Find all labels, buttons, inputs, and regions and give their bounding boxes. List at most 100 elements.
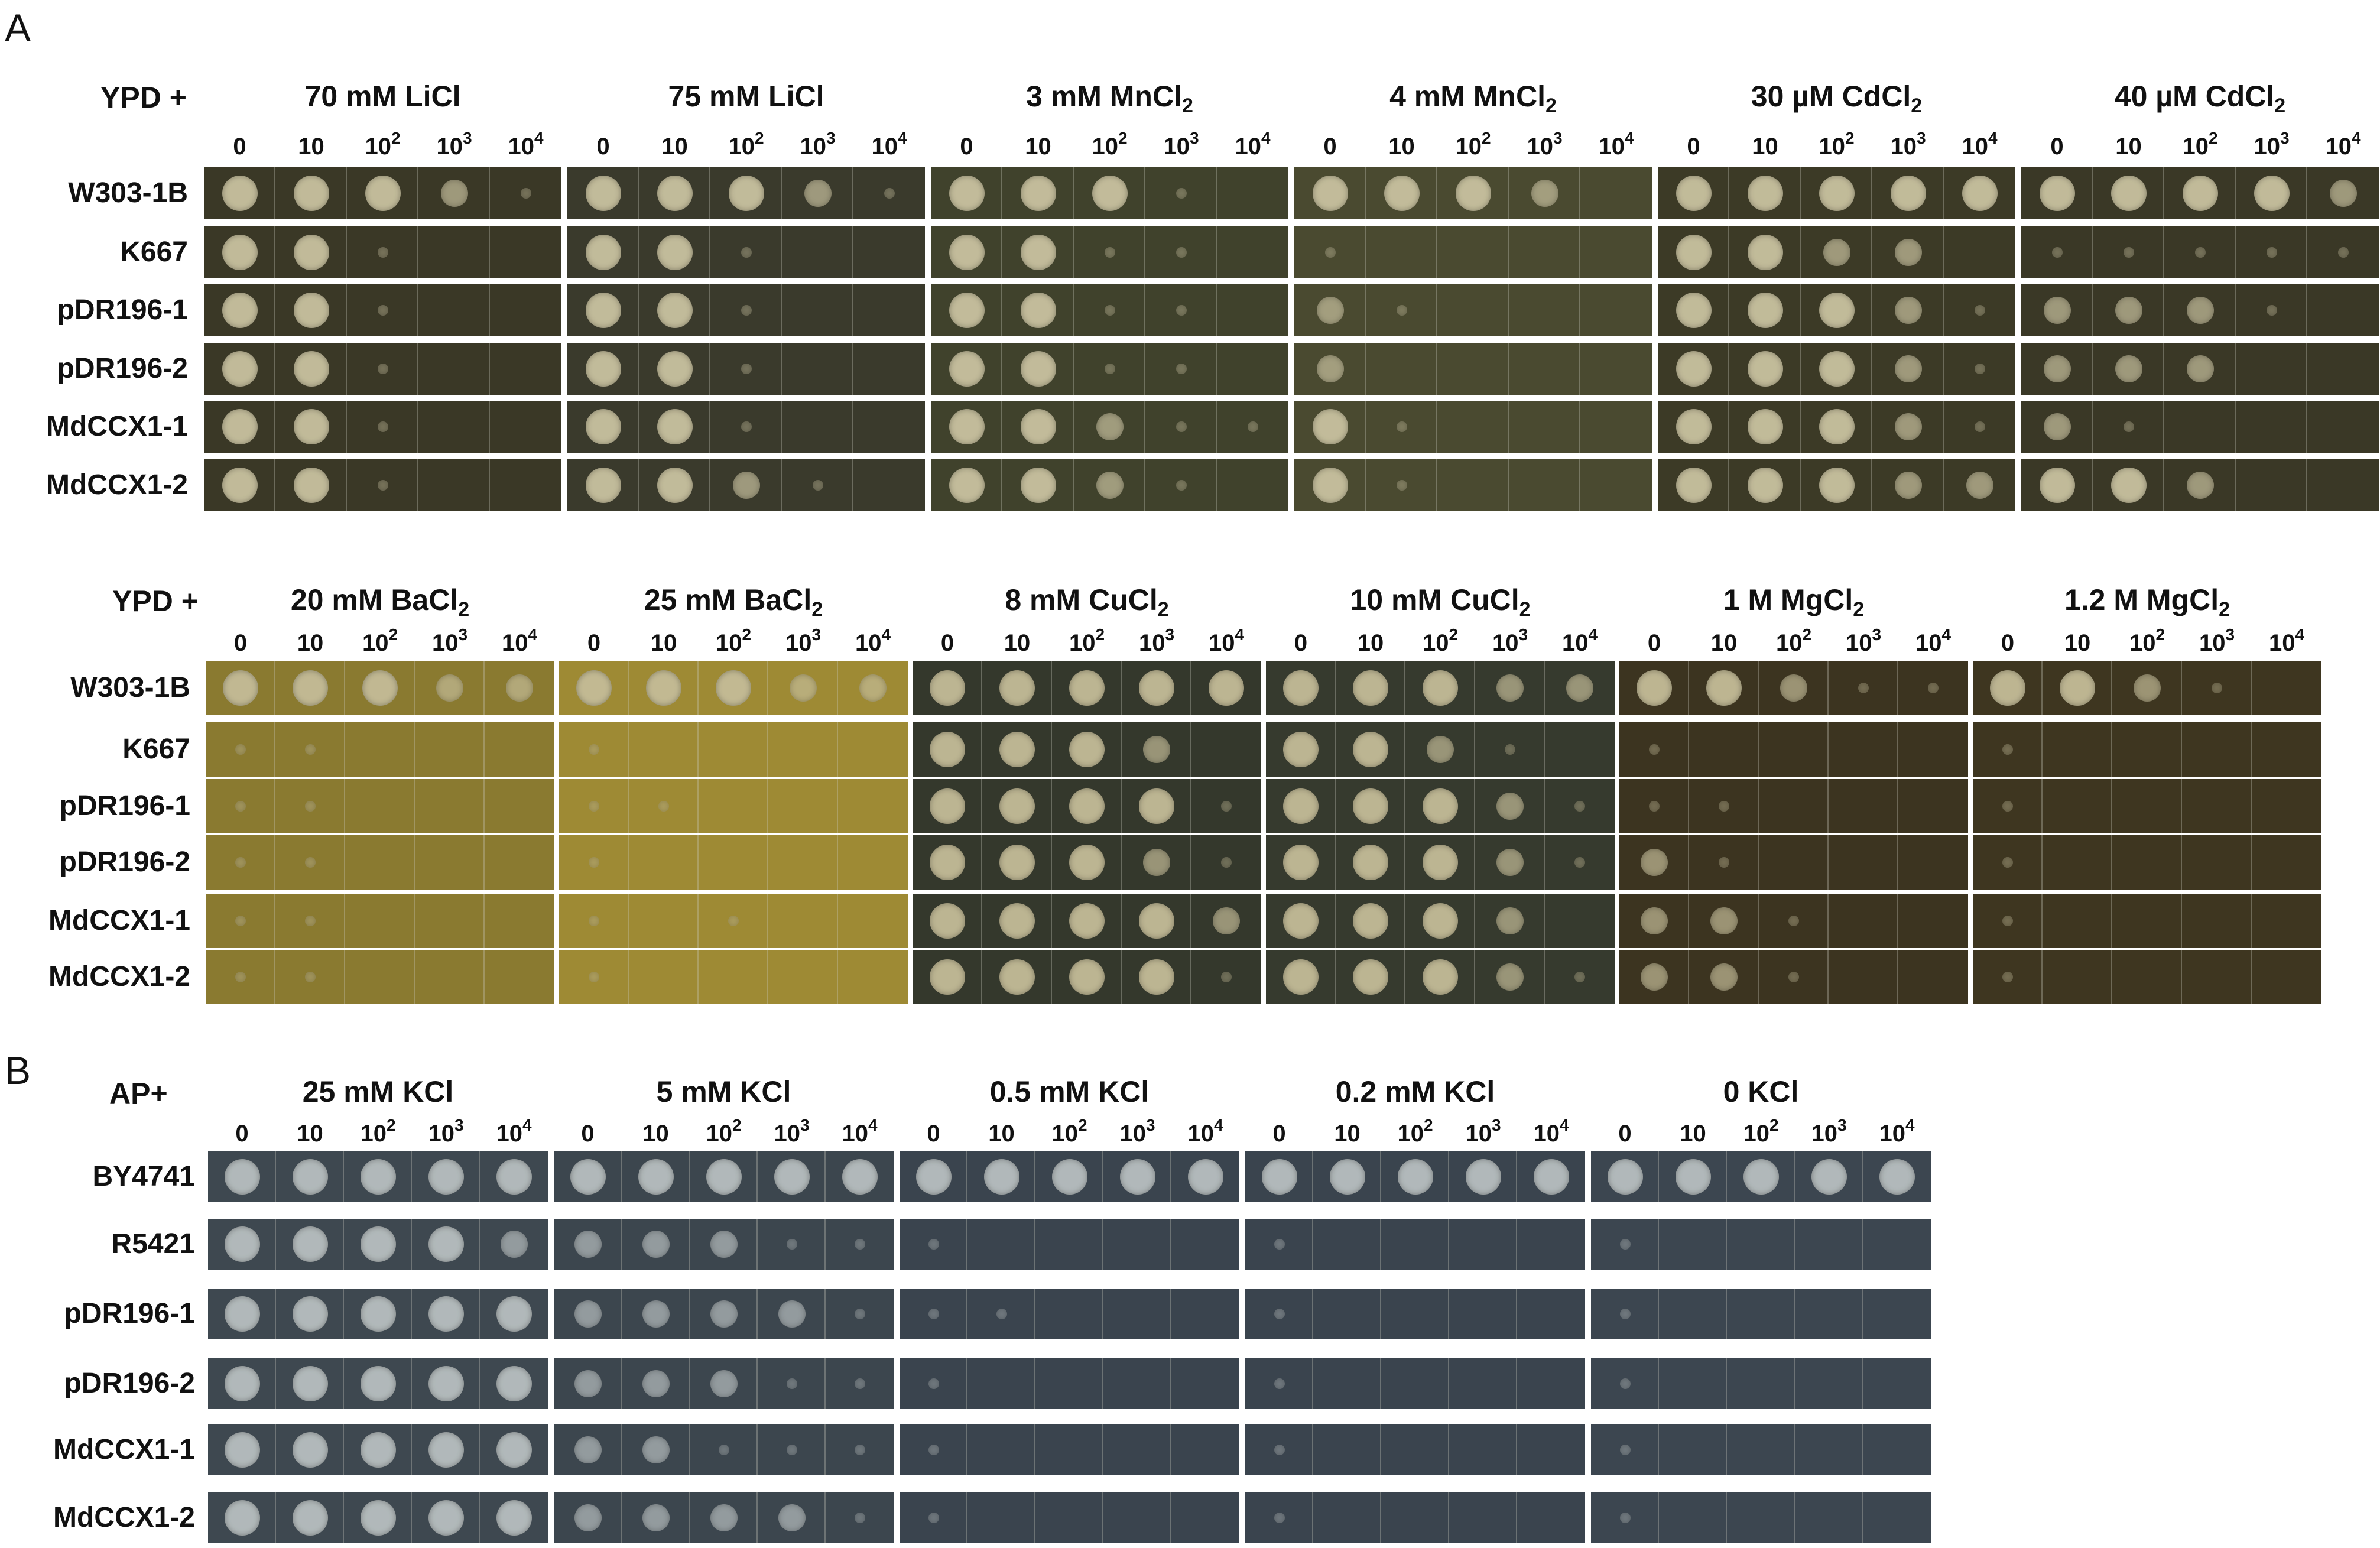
plate-cell — [490, 401, 561, 453]
plate-cell — [1872, 401, 1944, 453]
yeast-spot — [1176, 247, 1187, 258]
yeast-spot — [1139, 670, 1174, 706]
plate-cell — [418, 167, 490, 219]
dilution-base: 10 — [1845, 630, 1872, 656]
dilution-exponent: 3 — [462, 129, 472, 147]
yeast-spot — [496, 1366, 532, 1401]
plate-cell — [782, 226, 853, 278]
plate-cell — [1171, 1219, 1239, 1270]
yeast-spot — [1283, 788, 1319, 824]
plate-cell — [1217, 167, 1288, 219]
plate-cell — [1727, 1492, 1795, 1543]
dilution-base: 10 — [1069, 630, 1096, 656]
plate-cell — [559, 894, 629, 948]
plate-cell — [567, 401, 639, 453]
dilution-exponent: 2 — [2208, 129, 2218, 147]
plate-cell — [2043, 661, 2112, 715]
plate-row — [900, 1289, 1239, 1339]
yeast-spot — [928, 1513, 939, 1523]
dilution-label: 104 — [2317, 130, 2370, 159]
plate-cell — [1171, 1492, 1239, 1543]
yeast-spot — [1423, 903, 1458, 939]
plate-cell — [418, 343, 490, 395]
plate-cell — [1449, 1219, 1517, 1270]
yeast-spot — [377, 480, 388, 491]
plate-cell — [1122, 661, 1191, 715]
dilution-label: 104 — [1179, 1117, 1232, 1146]
plate-cell — [699, 950, 768, 1004]
condition-title: 10 mM CuCl2 — [1266, 585, 1615, 619]
plate-row — [554, 1358, 894, 1409]
yeast-spot — [2329, 180, 2357, 207]
plate-cell — [622, 1289, 690, 1339]
plate-row — [208, 1492, 548, 1543]
condition-name: 1 M MgCl — [1723, 583, 1853, 616]
plate-cell — [1437, 459, 1509, 511]
plate-row — [1658, 226, 2015, 278]
plate-cell — [1002, 459, 1074, 511]
dilution-exponent: 4 — [1624, 129, 1634, 147]
yeast-spot — [222, 176, 258, 211]
dilution-base: 10 — [1915, 630, 1942, 656]
plate-cell — [1366, 284, 1437, 336]
dilution-label: 10 — [1697, 631, 1751, 655]
plate-row — [204, 459, 561, 511]
plate-cell — [1266, 722, 1336, 777]
yeast-spot — [224, 1226, 260, 1262]
plate-cell — [699, 835, 768, 890]
strain-label: MdCCX1-1 — [48, 905, 190, 936]
plate-cell — [1872, 459, 1944, 511]
yeast-spot — [1176, 480, 1187, 491]
plate-cell — [1580, 459, 1652, 511]
yeast-spot — [642, 1436, 670, 1463]
plate-cell — [485, 661, 554, 715]
yeast-spot — [1607, 1159, 1643, 1195]
dilution-label: 102 — [1810, 130, 1863, 160]
yeast-spot — [428, 1366, 464, 1401]
yeast-spot — [1496, 849, 1524, 876]
dilution-label: 104 — [1590, 130, 1643, 159]
yeast-spot — [589, 801, 599, 812]
plate-cell — [710, 343, 782, 395]
yeast-spot — [1641, 849, 1668, 876]
plate-cell — [1035, 1492, 1103, 1543]
plate-cell — [1944, 401, 2015, 453]
plate-row — [567, 167, 925, 219]
plate-cell — [2236, 459, 2307, 511]
plate-cell — [490, 459, 561, 511]
yeast-spot — [2002, 972, 2013, 982]
plate-cell — [559, 661, 629, 715]
plate-cell — [485, 950, 554, 1004]
plate-row — [1591, 1151, 1931, 1202]
plate-cell — [900, 1358, 967, 1409]
plate-cell — [1729, 167, 1801, 219]
yeast-spot — [1619, 1378, 1631, 1389]
yeast-spot — [377, 305, 388, 316]
plate-cell — [412, 1151, 480, 1202]
dilution-label: 104 — [833, 1117, 887, 1146]
plate-cell — [1245, 1151, 1313, 1202]
plate-cell — [1580, 284, 1652, 336]
plate-cell — [276, 1424, 344, 1475]
plate-cell — [1366, 167, 1437, 219]
plate-cell — [1973, 661, 2043, 715]
plate-cell — [347, 401, 418, 453]
yeast-spot — [585, 351, 621, 387]
yeast-spot — [1221, 972, 1232, 982]
plate-cell — [1336, 950, 1405, 1004]
yeast-spot — [2060, 670, 2095, 706]
plate-cell — [412, 1424, 480, 1475]
plate-cell — [275, 459, 347, 511]
dilution-base: 10 — [1819, 134, 1845, 160]
plate-cell — [204, 167, 275, 219]
dilution-label: 104 — [863, 130, 916, 159]
plate-cell — [1475, 835, 1545, 890]
plate-cell — [204, 226, 275, 278]
yeast-spot — [360, 1432, 396, 1468]
dilution-label: 0 — [216, 1122, 269, 1145]
yeast-spot — [710, 1504, 738, 1531]
plate-cell — [758, 1492, 826, 1543]
yeast-spot — [224, 1432, 260, 1468]
yeast-spot — [377, 421, 388, 432]
plate-cell — [1366, 343, 1437, 395]
